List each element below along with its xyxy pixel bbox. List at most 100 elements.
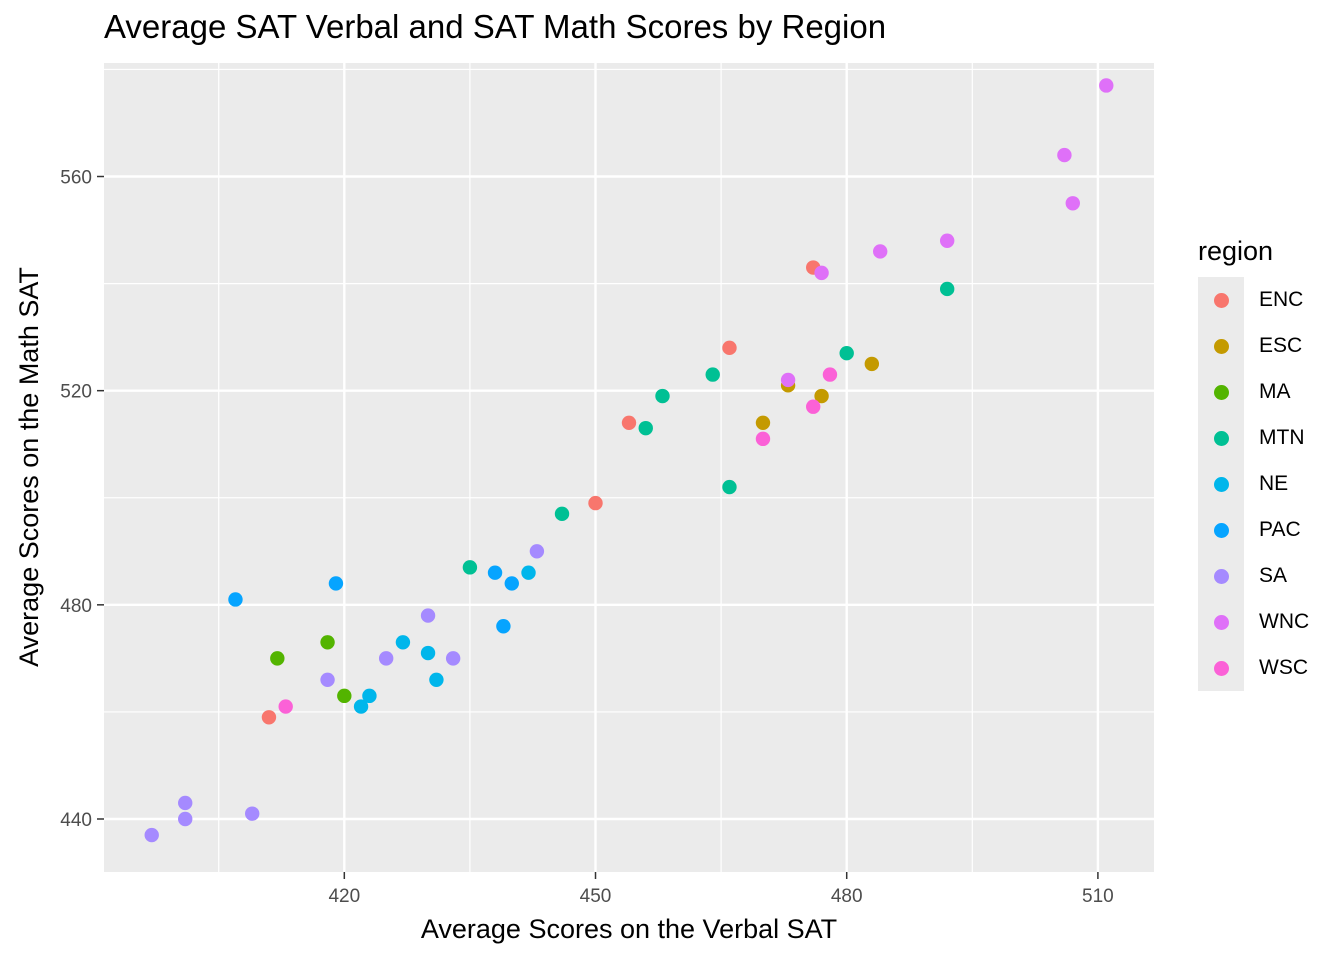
data-point <box>462 560 478 575</box>
y-tick-label: 520 <box>60 382 92 403</box>
legend-key <box>1198 277 1244 323</box>
data-point <box>429 672 444 687</box>
y-axis-title: Average Scores on the Math SAT <box>14 267 44 667</box>
data-point <box>278 699 293 714</box>
legend-dot <box>1213 568 1229 584</box>
legend-item-enc: ENC <box>1198 277 1309 323</box>
data-point <box>864 356 880 372</box>
data-point <box>655 388 670 404</box>
legend-entries: ENC ESC MA MTN NE PAC SA WNC WSC <box>1198 277 1309 691</box>
axis-ticks: 420 450 480 510 440 480 520 560 <box>60 168 1113 907</box>
data-point <box>178 811 193 827</box>
data-point <box>939 233 955 248</box>
series-ma <box>270 635 352 704</box>
data-point <box>496 619 511 634</box>
data-point <box>320 635 335 650</box>
legend: region ENC ESC MA MTN NE PAC SA WNC WSC <box>1198 236 1309 691</box>
y-tick-label: 480 <box>60 596 92 617</box>
data-point <box>378 651 394 666</box>
legend-item-mtn: MTN <box>1198 415 1309 461</box>
legend-item-esc: ESC <box>1198 323 1309 369</box>
data-point <box>337 688 352 704</box>
data-point <box>320 672 335 687</box>
legend-label: ENC <box>1259 288 1304 311</box>
series-enc <box>261 260 821 725</box>
legend-item-pac: PAC <box>1198 507 1309 553</box>
legend-label: NE <box>1259 472 1289 495</box>
y-tick-label: 440 <box>60 810 92 831</box>
x-tick-label: 480 <box>831 886 863 907</box>
data-point <box>814 265 829 281</box>
legend-dot <box>1213 476 1229 492</box>
data-point <box>487 565 503 580</box>
legend-dot <box>1213 614 1229 630</box>
legend-key <box>1198 645 1244 691</box>
legend-label: SA <box>1259 564 1288 587</box>
legend-key <box>1198 323 1244 369</box>
y-tick-label: 560 <box>60 168 92 189</box>
data-point <box>504 576 519 591</box>
grid-lines <box>104 63 1154 872</box>
legend-key <box>1198 369 1244 415</box>
legend-label: PAC <box>1259 518 1301 541</box>
legend-key <box>1198 553 1244 599</box>
data-point <box>328 576 344 591</box>
x-tick-label: 420 <box>328 886 360 907</box>
data-point <box>621 415 637 430</box>
legend-key <box>1198 415 1244 461</box>
legend-item-sa: SA <box>1198 553 1309 599</box>
legend-label: ESC <box>1259 334 1303 357</box>
data-point <box>228 592 243 607</box>
legend-dot <box>1213 522 1229 538</box>
x-tick-label: 510 <box>1082 886 1114 907</box>
series-mtn <box>462 281 955 575</box>
data-point <box>780 372 796 388</box>
chart-title: Average SAT Verbal and SAT Math Scores b… <box>104 8 887 45</box>
data-point <box>722 479 737 495</box>
data-point <box>245 806 260 821</box>
series-wsc <box>278 367 838 714</box>
legend-dot <box>1213 292 1229 308</box>
data-point <box>839 345 854 361</box>
legend-key <box>1198 599 1244 645</box>
legend-label: MA <box>1259 380 1291 403</box>
data-point <box>638 420 653 436</box>
data-point <box>445 651 461 666</box>
data-point <box>588 495 603 511</box>
data-point <box>1057 147 1072 163</box>
data-point <box>554 506 570 522</box>
legend-label: MTN <box>1259 426 1305 449</box>
data-point <box>521 565 536 580</box>
data-point <box>939 281 955 297</box>
x-tick-label: 450 <box>580 886 612 907</box>
legend-item-wsc: WSC <box>1198 645 1309 691</box>
data-point <box>362 688 377 704</box>
data-point <box>270 651 285 666</box>
data-point <box>420 645 436 661</box>
legend-dot <box>1213 430 1229 446</box>
series-pac <box>228 565 519 634</box>
data-point <box>822 367 838 382</box>
legend-dot <box>1213 384 1229 400</box>
data-point <box>178 795 193 811</box>
data-point <box>353 699 369 714</box>
data-point <box>806 399 821 414</box>
legend-dot <box>1213 660 1229 676</box>
data-point <box>705 367 720 382</box>
series-wnc <box>780 78 1114 388</box>
legend-item-wnc: WNC <box>1198 599 1309 645</box>
data-points <box>144 78 1114 843</box>
data-point <box>814 388 829 404</box>
data-point <box>144 827 159 843</box>
data-point <box>755 431 771 447</box>
legend-title: region <box>1198 236 1274 266</box>
legend-label: WSC <box>1259 656 1308 679</box>
data-point <box>395 635 411 650</box>
legend-label: WNC <box>1259 610 1310 633</box>
series-ne <box>353 565 536 714</box>
data-point <box>529 544 545 559</box>
data-point <box>755 415 771 430</box>
legend-item-ma: MA <box>1198 369 1309 415</box>
legend-key <box>1198 507 1244 553</box>
